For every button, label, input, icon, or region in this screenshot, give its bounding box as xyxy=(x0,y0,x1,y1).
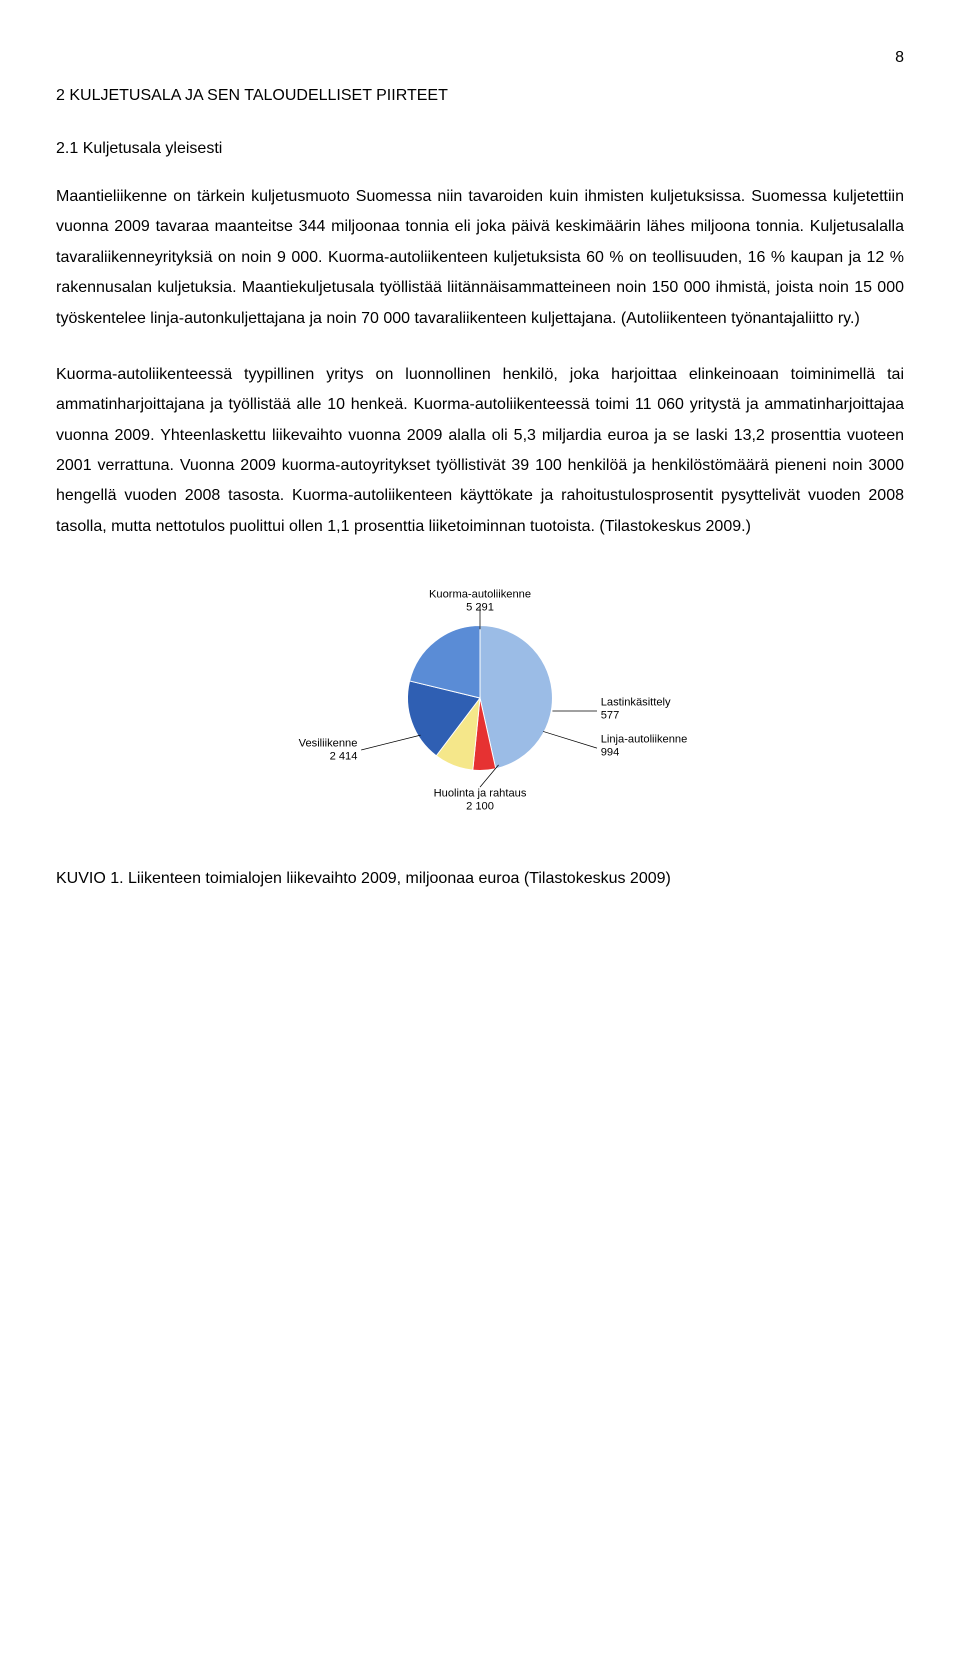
pie-chart-figure: Kuorma-autoliikenne5 291 Lastinkäsittely5… xyxy=(56,568,904,839)
section-title: 2 KULJETUSALA JA SEN TALOUDELLISET PIIRT… xyxy=(56,85,904,107)
pie-slice-value: 577 xyxy=(601,710,620,722)
pie-slice-label: Huolinta ja rahtaus xyxy=(434,788,527,800)
pie-slice-value: 2 414 xyxy=(330,751,358,763)
pie-chart-svg: Kuorma-autoliikenne5 291 Lastinkäsittely5… xyxy=(240,568,720,828)
pie-slice-label: Lastinkäsittely xyxy=(601,697,671,709)
pie-leader-line xyxy=(543,732,597,749)
paragraph-1: Maantieliikenne on tärkein kuljetusmuoto… xyxy=(56,182,904,334)
figure-caption: KUVIO 1. Liikenteen toimialojen liikevai… xyxy=(56,864,904,894)
pie-slice-label: Linja-autoliikenne xyxy=(601,734,688,746)
pie-leader-line xyxy=(361,735,420,750)
subsection-title: 2.1 Kuljetusala yleisesti xyxy=(56,138,904,160)
pie-slice-label: Kuorma-autoliikenne xyxy=(429,589,531,601)
pie-slice-value: 2 100 xyxy=(466,801,494,813)
page-number: 8 xyxy=(56,48,904,67)
paragraph-2: Kuorma-autoliikenteessä tyypillinen yrit… xyxy=(56,360,904,542)
pie-slice-value: 994 xyxy=(601,747,620,759)
pie-slice-value: 5 291 xyxy=(466,602,494,614)
pie-slice-label: Vesiliikenne xyxy=(299,738,358,750)
